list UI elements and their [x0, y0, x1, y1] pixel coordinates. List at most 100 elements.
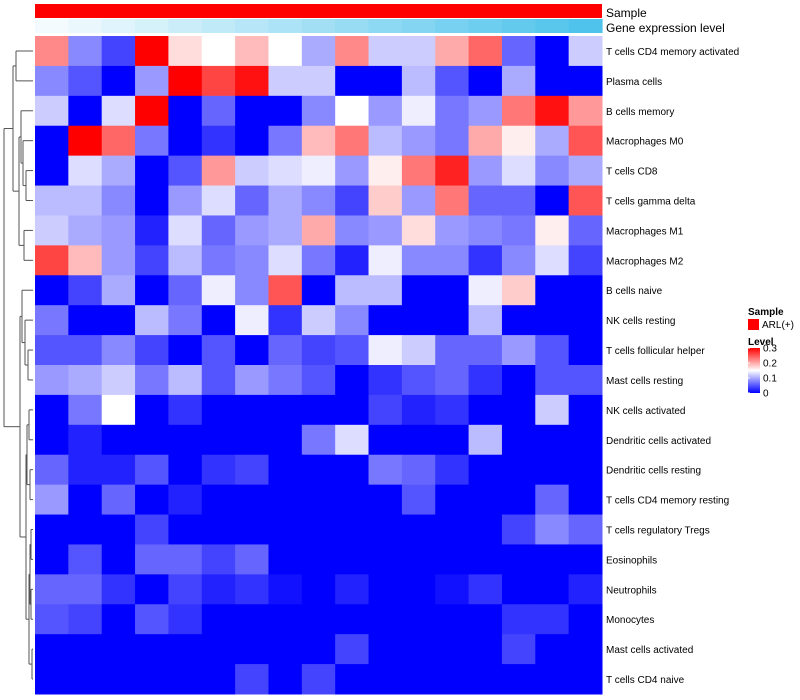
row-label: Macrophages M0: [606, 137, 684, 148]
heatmap-cell: [268, 484, 303, 516]
heatmap-cell: [235, 335, 269, 366]
heatmap-cell: [335, 65, 370, 97]
heatmap-cell: [268, 424, 303, 456]
heatmap-cell: [168, 514, 203, 545]
legend-tick-label: 0.2: [763, 359, 777, 370]
heatmap-cell: [68, 65, 103, 97]
heatmap-cell: [335, 36, 370, 67]
heatmap-cell: [301, 454, 336, 486]
heatmap-cell: [101, 514, 136, 545]
heatmap-cell: [501, 544, 536, 575]
annotation-expression-cell: [201, 19, 236, 33]
heatmap-cell: [501, 604, 536, 635]
heatmap-cell: [35, 36, 69, 67]
heatmap-cell: [335, 634, 370, 665]
heatmap-cell: [301, 65, 336, 97]
row-label: Dendritic cells resting: [606, 466, 701, 477]
heatmap-cell: [368, 664, 403, 695]
heatmap-cell: [201, 365, 236, 396]
heatmap-cell: [168, 95, 203, 127]
heatmap-cell: [535, 394, 570, 426]
heatmap-cell: [101, 424, 136, 456]
heatmap-cell: [68, 305, 103, 336]
heatmap-cell: [535, 305, 570, 336]
heatmap-cell: [68, 394, 103, 426]
heatmap-cell: [268, 544, 303, 575]
heatmap-cell: [101, 574, 136, 605]
heatmap-cell: [168, 634, 203, 665]
heatmap-cell: [501, 305, 536, 336]
heatmap-cell: [468, 36, 503, 67]
heatmap-cell: [35, 245, 69, 276]
heatmap-cell: [368, 634, 403, 665]
heatmap-cell: [535, 664, 570, 695]
heatmap-cell: [235, 574, 269, 605]
heatmap-cell: [235, 36, 269, 67]
heatmap-cell: [501, 36, 536, 67]
heatmap-cell: [301, 424, 336, 456]
heatmap-cell: [401, 604, 436, 635]
heatmap-cell: [368, 365, 403, 396]
heatmap-cell: [101, 484, 136, 516]
heatmap-cell: [401, 514, 436, 545]
heatmap-cell: [568, 544, 603, 575]
heatmap-cell: [335, 245, 370, 276]
heatmap-cell: [68, 275, 103, 306]
heatmap-cell: [268, 95, 303, 127]
heatmap-cell: [101, 544, 136, 575]
row-label: NK cells resting: [606, 316, 675, 327]
heatmap-cell: [368, 125, 403, 157]
heatmap-cell: [535, 95, 570, 127]
heatmap-cell: [335, 484, 370, 516]
heatmap-cell: [268, 215, 303, 246]
heatmap-cell: [201, 125, 236, 157]
heatmap-cell: [501, 634, 536, 665]
heatmap-cell: [168, 664, 203, 695]
heatmap-cell: [68, 36, 103, 67]
annotation-expression-cell: [235, 19, 270, 33]
heatmap-cell: [335, 335, 370, 366]
heatmap-cell: [135, 634, 169, 665]
legend-sample-swatch: [748, 319, 759, 330]
heatmap-cell: [368, 155, 403, 187]
heatmap-cells: [35, 36, 603, 695]
heatmap-cell: [535, 544, 570, 575]
heatmap-cell: [368, 65, 403, 97]
heatmap-cell: [101, 65, 136, 97]
heatmap-cell: [135, 365, 169, 396]
heatmap-cell: [335, 424, 370, 456]
heatmap-cell: [168, 544, 203, 575]
heatmap-cell: [68, 544, 103, 575]
annotation-expression-cell: [535, 19, 570, 33]
heatmap-cell: [201, 215, 236, 246]
heatmap-cell: [535, 574, 570, 605]
heatmap-cell: [301, 215, 336, 246]
row-label: Mast cells activated: [606, 645, 693, 656]
heatmap-cell: [401, 484, 436, 516]
heatmap-cell: [68, 484, 103, 516]
heatmap-cell: [35, 65, 69, 97]
heatmap-cell: [201, 155, 236, 187]
heatmap-cell: [268, 125, 303, 157]
heatmap-cell: [335, 185, 370, 216]
heatmap-cell: [335, 394, 370, 426]
heatmap-cell: [501, 365, 536, 396]
heatmap-cell: [501, 484, 536, 516]
heatmap-cell: [168, 424, 203, 456]
heatmap-cell: [401, 365, 436, 396]
heatmap-cell: [201, 95, 236, 127]
heatmap-cell: [501, 245, 536, 276]
heatmap-cell: [468, 604, 503, 635]
heatmap-cell: [168, 484, 203, 516]
heatmap-cell: [235, 245, 269, 276]
heatmap-cell: [101, 95, 136, 127]
heatmap-cell: [401, 215, 436, 246]
heatmap-cell: [435, 365, 470, 396]
heatmap-cell: [301, 574, 336, 605]
heatmap-cell: [401, 65, 436, 97]
heatmap-cell: [201, 424, 236, 456]
heatmap-cell: [568, 125, 603, 157]
heatmap-cell: [501, 335, 536, 366]
row-label: T cells CD4 memory activated: [606, 47, 739, 58]
heatmap-cell: [468, 185, 503, 216]
